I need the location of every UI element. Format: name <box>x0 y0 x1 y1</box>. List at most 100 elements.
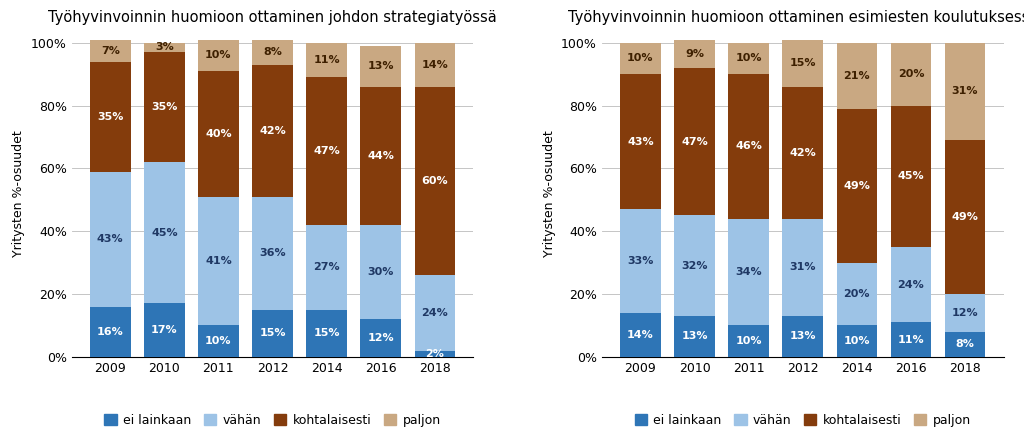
Text: 11%: 11% <box>898 335 925 344</box>
Text: 45%: 45% <box>151 228 177 238</box>
Text: 7%: 7% <box>100 46 120 55</box>
Text: 17%: 17% <box>151 325 177 335</box>
Text: 10%: 10% <box>735 336 762 346</box>
Text: 13%: 13% <box>790 332 816 341</box>
Bar <box>360 46 401 87</box>
Bar <box>728 218 769 326</box>
Bar <box>415 43 455 87</box>
Text: 40%: 40% <box>205 129 231 139</box>
Bar <box>360 225 401 319</box>
Text: 42%: 42% <box>790 147 816 158</box>
Bar <box>891 43 931 105</box>
Bar <box>252 197 293 310</box>
Bar <box>728 74 769 218</box>
Bar <box>621 43 660 74</box>
Text: 10%: 10% <box>205 50 231 60</box>
Text: 14%: 14% <box>627 330 653 340</box>
Text: 45%: 45% <box>898 171 925 181</box>
Bar <box>144 52 184 162</box>
Bar <box>144 43 184 52</box>
Title: Työhyvinvoinnin huomioon ottaminen esimiesten koulutuksessa: Työhyvinvoinnin huomioon ottaminen esimi… <box>567 10 1024 25</box>
Bar <box>891 322 931 357</box>
Bar <box>306 77 347 225</box>
Bar <box>674 215 715 316</box>
Bar <box>144 162 184 304</box>
Bar <box>837 326 878 357</box>
Bar <box>90 307 130 357</box>
Bar <box>306 43 347 77</box>
Text: 43%: 43% <box>97 234 124 244</box>
Bar <box>674 68 715 215</box>
Text: 47%: 47% <box>313 146 340 156</box>
Bar <box>945 332 985 357</box>
Bar <box>945 140 985 294</box>
Bar <box>415 275 455 350</box>
Legend: ei lainkaan, vähän, kohtalaisesti, paljon: ei lainkaan, vähän, kohtalaisesti, paljo… <box>99 409 445 430</box>
Bar <box>621 313 660 357</box>
Text: 16%: 16% <box>97 327 124 337</box>
Bar <box>415 87 455 275</box>
Text: 43%: 43% <box>627 137 653 147</box>
Text: 2%: 2% <box>425 349 444 359</box>
Text: 13%: 13% <box>681 332 708 341</box>
Bar <box>252 40 293 64</box>
Bar <box>306 225 347 310</box>
Bar <box>837 263 878 326</box>
Text: 46%: 46% <box>735 141 762 151</box>
Bar <box>728 43 769 74</box>
Text: 31%: 31% <box>790 262 816 272</box>
Text: 20%: 20% <box>844 289 870 299</box>
Text: 49%: 49% <box>844 181 870 190</box>
Bar <box>782 87 823 218</box>
Text: 10%: 10% <box>205 336 231 346</box>
Text: 36%: 36% <box>259 248 286 258</box>
Bar <box>360 87 401 225</box>
Text: 49%: 49% <box>951 212 978 222</box>
Text: 32%: 32% <box>681 261 708 271</box>
Bar <box>306 310 347 357</box>
Text: 30%: 30% <box>368 267 394 277</box>
Text: 12%: 12% <box>951 308 978 318</box>
Bar <box>198 71 239 197</box>
Text: 21%: 21% <box>844 71 870 81</box>
Text: 3%: 3% <box>155 43 174 52</box>
Text: 8%: 8% <box>263 47 282 57</box>
Bar <box>90 172 130 307</box>
Bar <box>360 319 401 357</box>
Y-axis label: Yritysten %-osuudet: Yritysten %-osuudet <box>543 130 556 257</box>
Text: 15%: 15% <box>313 329 340 338</box>
Bar <box>252 310 293 357</box>
Text: 9%: 9% <box>685 49 705 58</box>
Text: 47%: 47% <box>681 137 708 147</box>
Bar <box>621 209 660 313</box>
Text: 31%: 31% <box>951 86 978 96</box>
Text: 35%: 35% <box>97 111 124 122</box>
Text: 14%: 14% <box>422 60 449 70</box>
Text: 12%: 12% <box>368 333 394 343</box>
Bar <box>252 64 293 197</box>
Text: 15%: 15% <box>259 329 286 338</box>
Bar <box>621 74 660 209</box>
Text: 33%: 33% <box>628 256 653 266</box>
Text: 42%: 42% <box>259 126 286 135</box>
Text: 10%: 10% <box>844 336 870 346</box>
Text: 41%: 41% <box>205 256 231 266</box>
Bar <box>198 40 239 71</box>
Bar <box>837 43 878 109</box>
Bar <box>837 109 878 263</box>
Y-axis label: Yritysten %-osuudet: Yritysten %-osuudet <box>12 130 26 257</box>
Text: 24%: 24% <box>422 308 449 318</box>
Text: 10%: 10% <box>735 53 762 63</box>
Bar <box>728 326 769 357</box>
Bar <box>782 218 823 316</box>
Bar <box>945 43 985 140</box>
Bar <box>891 247 931 322</box>
Text: 11%: 11% <box>313 55 340 65</box>
Text: 34%: 34% <box>735 267 762 277</box>
Bar <box>144 304 184 357</box>
Bar <box>782 316 823 357</box>
Text: 24%: 24% <box>897 280 925 290</box>
Text: 15%: 15% <box>790 58 816 68</box>
Bar <box>90 61 130 172</box>
Title: Työhyvinvoinnin huomioon ottaminen johdon strategiatyössä: Työhyvinvoinnin huomioon ottaminen johdo… <box>48 10 497 25</box>
